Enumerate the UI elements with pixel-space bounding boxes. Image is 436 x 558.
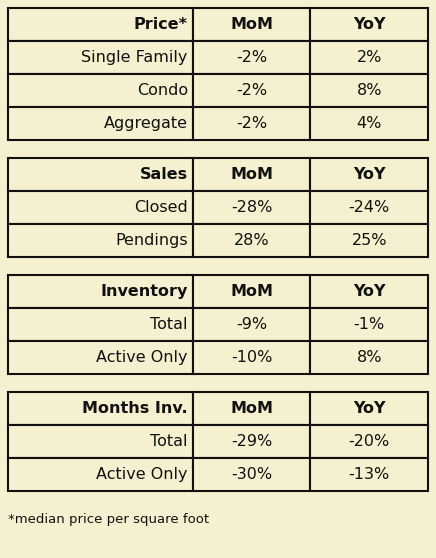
Text: MoM: MoM	[230, 17, 273, 32]
Text: YoY: YoY	[353, 401, 385, 416]
Text: Active Only: Active Only	[96, 350, 188, 365]
Bar	[193, 8, 310, 41]
Text: 8%: 8%	[357, 350, 382, 365]
Text: 8%: 8%	[357, 83, 382, 98]
Bar	[8, 425, 193, 458]
Text: -10%: -10%	[231, 350, 272, 365]
Text: Single Family: Single Family	[82, 50, 188, 65]
Bar	[8, 308, 193, 341]
Bar	[8, 458, 193, 491]
Text: Active Only: Active Only	[96, 467, 188, 482]
Text: MoM: MoM	[230, 167, 273, 182]
Bar	[8, 275, 193, 308]
Bar	[193, 392, 310, 425]
Bar	[310, 458, 428, 491]
Bar	[193, 191, 310, 224]
Text: -30%: -30%	[231, 467, 272, 482]
Bar	[193, 158, 310, 191]
Text: 25%: 25%	[351, 233, 387, 248]
Bar	[310, 74, 428, 107]
Bar	[310, 275, 428, 308]
Text: Closed: Closed	[134, 200, 188, 215]
Text: *median price per square foot: *median price per square foot	[8, 513, 209, 526]
Bar	[310, 392, 428, 425]
Bar	[193, 107, 310, 140]
Text: -29%: -29%	[231, 434, 272, 449]
Bar	[193, 425, 310, 458]
Bar	[193, 224, 310, 257]
Text: MoM: MoM	[230, 401, 273, 416]
Bar	[193, 341, 310, 374]
Bar	[310, 191, 428, 224]
Bar	[310, 224, 428, 257]
Text: -2%: -2%	[236, 83, 267, 98]
Bar	[8, 41, 193, 74]
Text: 28%: 28%	[234, 233, 269, 248]
Bar	[310, 341, 428, 374]
Text: YoY: YoY	[353, 167, 385, 182]
Bar	[8, 158, 193, 191]
Bar	[310, 308, 428, 341]
Text: -20%: -20%	[348, 434, 390, 449]
Bar	[193, 308, 310, 341]
Text: -2%: -2%	[236, 116, 267, 131]
Text: Pendings: Pendings	[115, 233, 188, 248]
Text: MoM: MoM	[230, 284, 273, 299]
Text: 2%: 2%	[357, 50, 382, 65]
Text: Total: Total	[150, 317, 188, 332]
Bar	[310, 158, 428, 191]
Text: YoY: YoY	[353, 284, 385, 299]
Text: -13%: -13%	[348, 467, 390, 482]
Bar	[193, 275, 310, 308]
Bar	[8, 392, 193, 425]
Bar	[8, 224, 193, 257]
Bar	[310, 41, 428, 74]
Text: Sales: Sales	[140, 167, 188, 182]
Bar	[310, 107, 428, 140]
Bar	[8, 191, 193, 224]
Text: Inventory: Inventory	[100, 284, 188, 299]
Bar	[193, 458, 310, 491]
Text: -9%: -9%	[236, 317, 267, 332]
Text: Months Inv.: Months Inv.	[82, 401, 188, 416]
Bar	[8, 341, 193, 374]
Bar	[310, 8, 428, 41]
Bar	[8, 74, 193, 107]
Text: Condo: Condo	[136, 83, 188, 98]
Bar	[8, 8, 193, 41]
Bar	[8, 107, 193, 140]
Bar	[310, 425, 428, 458]
Bar	[193, 74, 310, 107]
Text: 4%: 4%	[357, 116, 382, 131]
Text: Total: Total	[150, 434, 188, 449]
Bar	[193, 41, 310, 74]
Text: -24%: -24%	[348, 200, 390, 215]
Text: -2%: -2%	[236, 50, 267, 65]
Text: -1%: -1%	[354, 317, 385, 332]
Text: Aggregate: Aggregate	[104, 116, 188, 131]
Text: Price*: Price*	[134, 17, 188, 32]
Text: YoY: YoY	[353, 17, 385, 32]
Text: -28%: -28%	[231, 200, 272, 215]
